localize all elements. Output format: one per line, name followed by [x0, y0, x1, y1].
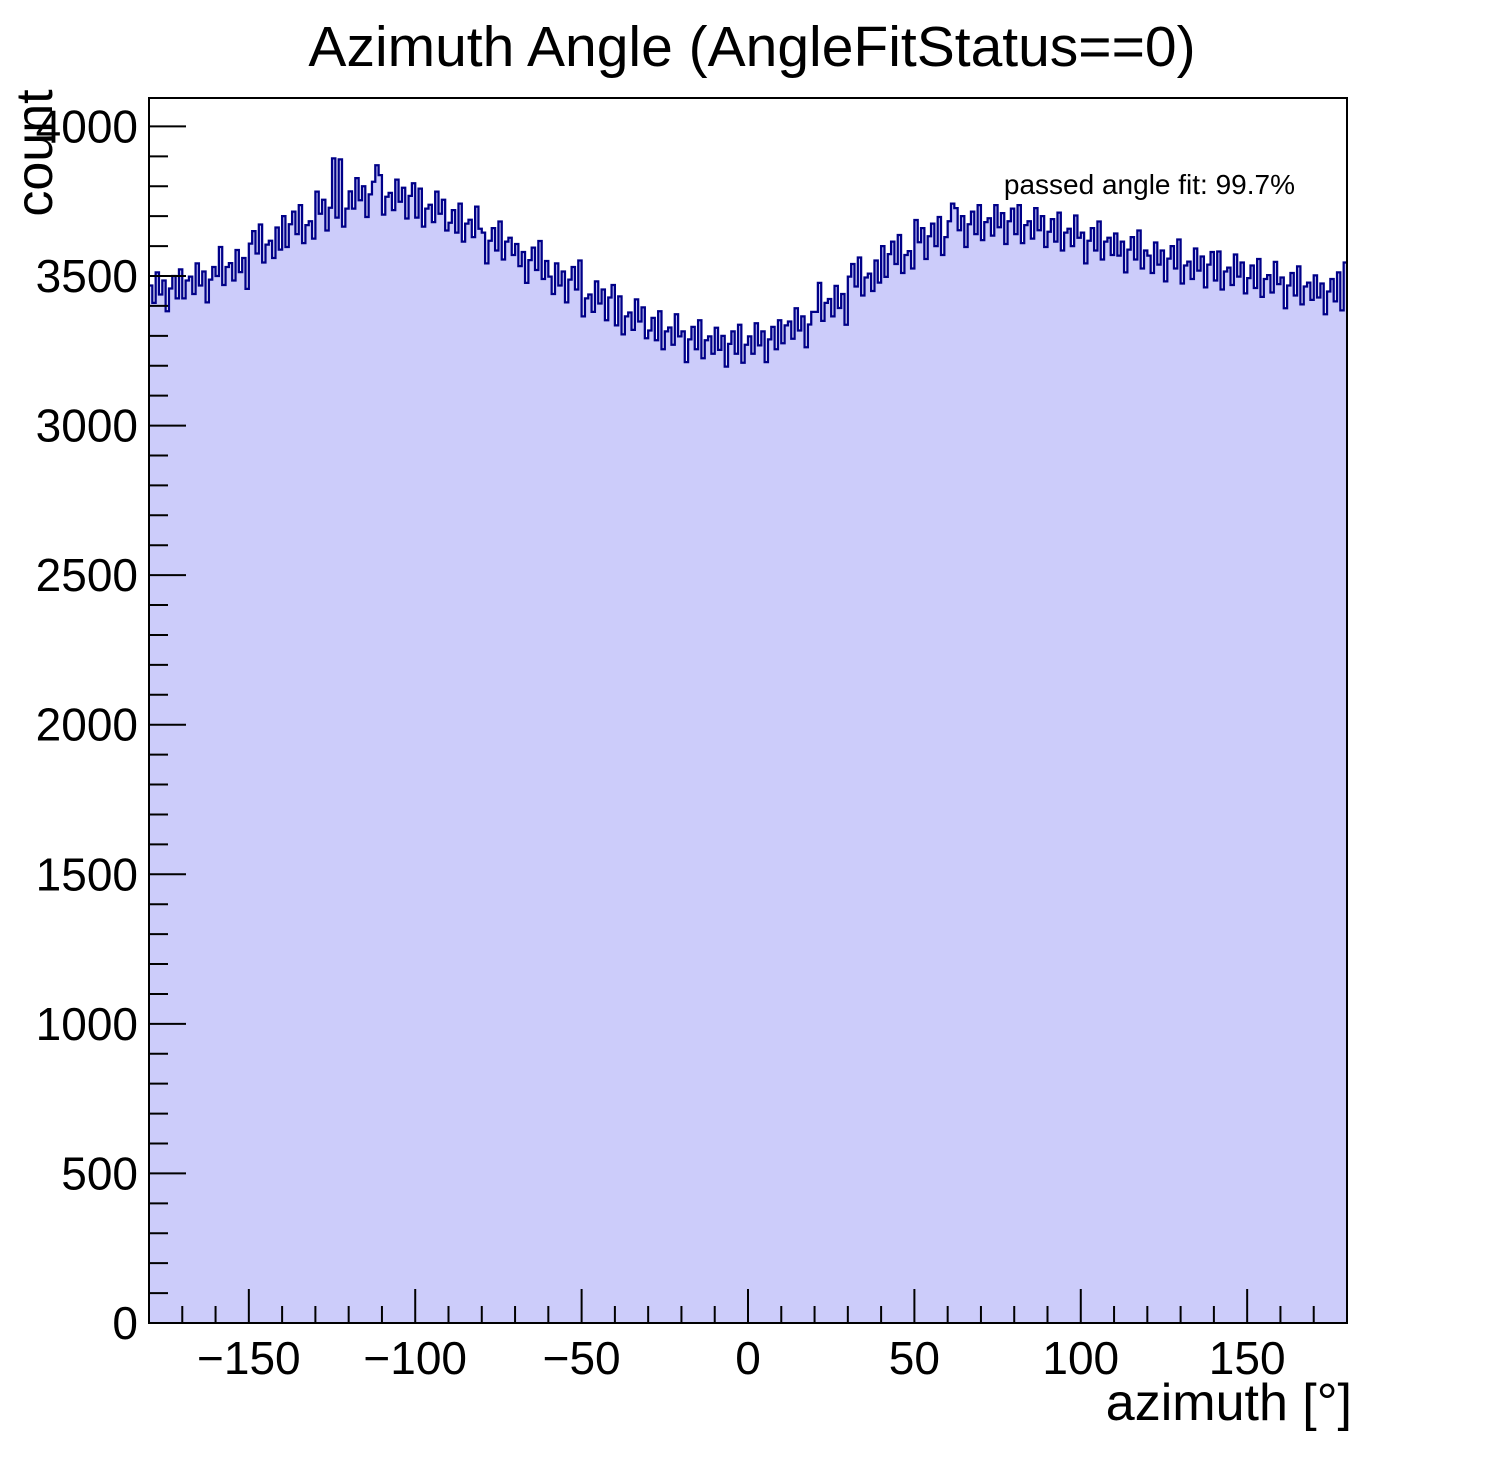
passed-angle-fit-annotation: passed angle fit: 99.7% — [1004, 169, 1295, 200]
y-tick-label: 3000 — [36, 400, 138, 452]
histogram-outline — [149, 157, 1347, 368]
x-tick-label: −100 — [363, 1332, 467, 1384]
x-axis-title: azimuth [°] — [1106, 1374, 1352, 1432]
y-tick-label: 1000 — [36, 998, 138, 1050]
x-tick-label: 150 — [1209, 1332, 1286, 1384]
y-tick-label: 2500 — [36, 549, 138, 601]
x-tick-label: 50 — [889, 1332, 940, 1384]
x-tick-label: −50 — [543, 1332, 621, 1384]
y-tick-labels: 0 500 1000 1500 2000 2500 3000 3500 4000 — [36, 100, 138, 1349]
chart-title: Azimuth Angle (AngleFitStatus==0) — [308, 15, 1195, 79]
y-tick-label: 500 — [61, 1147, 138, 1199]
y-axis-title: count — [6, 89, 64, 217]
y-tick-label: 3500 — [36, 250, 138, 302]
histogram-series — [149, 157, 1347, 1324]
x-tick-labels: −150 −100 −50 0 50 100 150 — [197, 1332, 1286, 1384]
x-tick-label: −150 — [197, 1332, 301, 1384]
x-tick-label: 100 — [1042, 1332, 1119, 1384]
y-tick-label: 2000 — [36, 699, 138, 751]
y-tick-label: 1500 — [36, 848, 138, 900]
x-tick-label: 0 — [735, 1332, 761, 1384]
y-tick-label: 0 — [112, 1297, 138, 1349]
histogram-fill — [149, 158, 1347, 1324]
y-tick-label: 4000 — [36, 100, 138, 152]
axis-ticks — [149, 125, 1315, 1324]
